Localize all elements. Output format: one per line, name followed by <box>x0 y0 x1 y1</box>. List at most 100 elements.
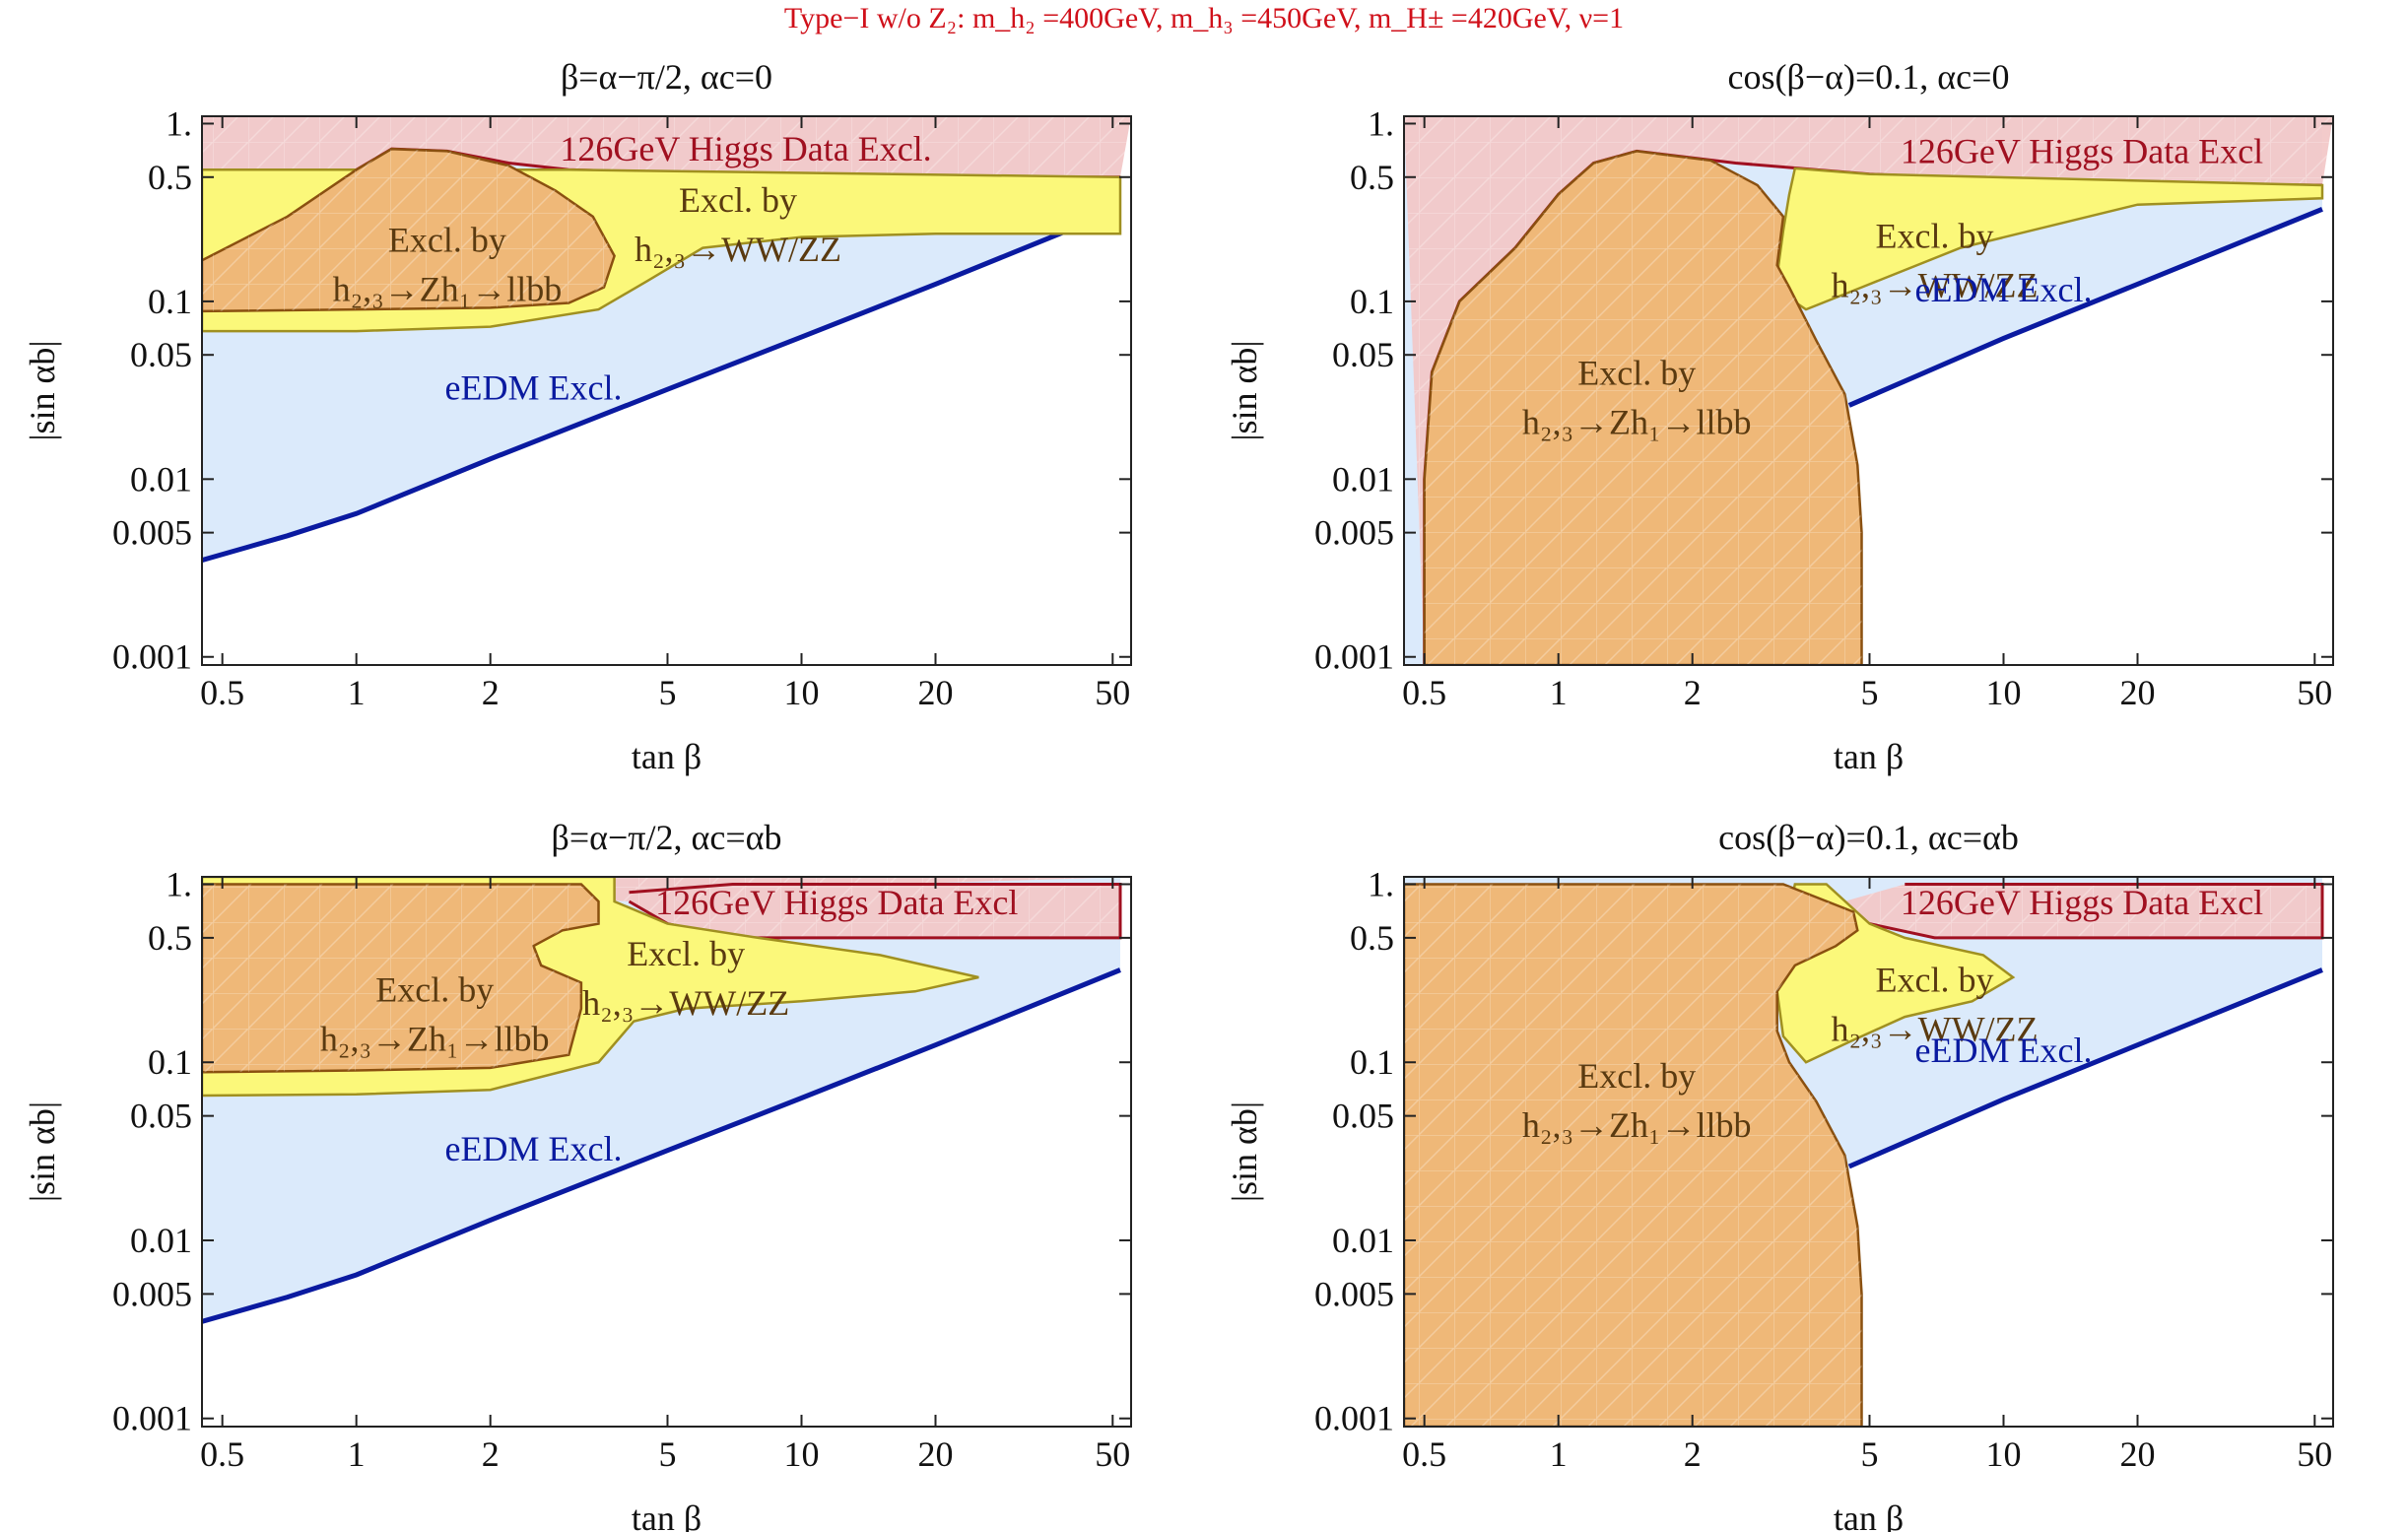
y-tick-label: 0.01 <box>130 459 192 499</box>
y-tick-label: 0.001 <box>112 1399 192 1438</box>
y-tick-label: 1. <box>166 864 192 903</box>
x-tick-label: 1 <box>348 673 366 712</box>
eedm-label: eEDM Excl. <box>1915 1031 2093 1070</box>
y-tick-label: 0.001 <box>1314 637 1394 677</box>
eedm-boundary <box>202 967 1121 1324</box>
higgs-data-label: 126GeV Higgs Data Excl <box>1901 883 2263 922</box>
panels: Excl. by h₂,₃→Zh₁→llbb Excl. by h₂,₃→WW/ZZ 1… <box>23 57 2334 1532</box>
zh-llbb-label: Excl. by h₂,₃→Zh₁→llbb <box>1522 353 1752 441</box>
zh-llbb-hatch <box>202 149 615 311</box>
x-tick-label: 0.5 <box>200 1434 244 1474</box>
higgs-data-hatch <box>202 877 1131 938</box>
y-tick-label: 0.01 <box>1332 1221 1394 1260</box>
y-tick-label: 0.005 <box>1314 513 1394 553</box>
y-tick-label: 0.005 <box>1314 1274 1394 1313</box>
x-tick-label: 20 <box>2120 673 2156 712</box>
panel-title: cos(β−α)=0.1, αc=αb <box>1718 818 2019 857</box>
y-tick-label: 0.005 <box>112 1274 192 1313</box>
x-tick-label: 10 <box>1985 673 2021 712</box>
y-tick-label: 0.05 <box>1332 1097 1394 1136</box>
x-tick-label: 10 <box>783 1434 819 1474</box>
x-axis-label: tan β <box>632 1499 702 1532</box>
x-tick-label: 1 <box>1550 673 1568 712</box>
x-tick-label: 5 <box>1860 1434 1878 1474</box>
x-axis-label: tan β <box>632 737 702 776</box>
eedm-label: eEDM Excl. <box>445 1129 623 1168</box>
y-tick-label: 0.5 <box>148 158 192 197</box>
higgs-data-label: 126GeV Higgs Data Excl <box>655 883 1018 922</box>
x-tick-label: 20 <box>918 673 954 712</box>
y-tick-label: 0.005 <box>112 513 192 553</box>
zh-llbb-label: Excl. by h₂,₃→Zh₁→llbb <box>333 221 563 309</box>
y-tick-label: 0.5 <box>148 918 192 958</box>
higgs-data-hatch <box>202 116 1131 261</box>
higgs-data-label: 126GeV Higgs Data Excl. <box>560 129 931 168</box>
x-tick-label: 0.5 <box>1402 1434 1446 1474</box>
ww-zz-label: Excl. by h₂,₃→WW/ZZ <box>635 180 841 269</box>
x-tick-label: 20 <box>2120 1434 2156 1474</box>
y-tick-label: 1. <box>1368 864 1394 903</box>
panel-2: Excl. by h₂,₃→Zh₁→llbb Excl. by h₂,₃→WW/ZZ 1… <box>1225 57 2334 776</box>
panel-1: Excl. by h₂,₃→Zh₁→llbb Excl. by h₂,₃→WW/ZZ 1… <box>23 57 1132 776</box>
zh-llbb-label: Excl. by h₂,₃→Zh₁→llbb <box>1522 1056 1752 1145</box>
x-tick-label: 0.5 <box>1402 673 1446 712</box>
higgs-data-label: 126GeV Higgs Data Excl <box>1901 131 2263 170</box>
x-tick-label: 2 <box>1684 673 1702 712</box>
eedm-label: eEDM Excl. <box>1915 270 2093 309</box>
x-tick-label: 10 <box>783 673 819 712</box>
y-tick-label: 0.01 <box>130 1221 192 1260</box>
x-tick-label: 50 <box>1095 1434 1130 1474</box>
y-tick-label: 1. <box>1368 103 1394 143</box>
higgs-data-hatch <box>1404 116 2333 665</box>
x-tick-label: 50 <box>2297 1434 2332 1474</box>
x-tick-label: 1 <box>348 1434 366 1474</box>
x-tick-label: 5 <box>1860 673 1878 712</box>
y-tick-label: 1. <box>166 103 192 143</box>
x-tick-label: 50 <box>1095 673 1130 712</box>
panel-3: Excl. by h₂,₃→Zh₁→llbb Excl. by h₂,₃→WW/ZZ 1… <box>23 818 1132 1532</box>
zh-llbb-hatch <box>1404 884 1862 1427</box>
eedm-boundary <box>1847 967 2323 1169</box>
plot-area <box>1404 116 2333 665</box>
y-tick-label: 0.05 <box>130 1097 192 1136</box>
y-axis-label: |sin αb| <box>1225 340 1264 440</box>
x-tick-label: 0.5 <box>200 673 244 712</box>
y-tick-label: 0.05 <box>1332 335 1394 374</box>
zh-llbb-hatch <box>202 884 599 1073</box>
plot-area <box>202 116 1131 564</box>
y-tick-label: 0.1 <box>148 282 192 321</box>
y-tick-label: 0.5 <box>1350 158 1394 197</box>
x-tick-label: 10 <box>1985 1434 2021 1474</box>
eedm-boundary <box>1847 206 2323 408</box>
y-tick-label: 0.1 <box>1350 282 1394 321</box>
y-tick-label: 0.01 <box>1332 459 1394 499</box>
x-tick-label: 1 <box>1550 1434 1568 1474</box>
ww-zz-label: Excl. by h₂,₃→WW/ZZ <box>1831 217 2038 305</box>
panel-4: Excl. by h₂,₃→Zh₁→llbb Excl. by h₂,₃→WW/ZZ 1… <box>1225 818 2334 1532</box>
x-axis-label: tan β <box>1834 737 1904 776</box>
y-tick-label: 0.5 <box>1350 918 1394 958</box>
x-tick-label: 2 <box>482 673 500 712</box>
higgs-data-hatch <box>1826 884 2322 938</box>
ww-zz-label: Excl. by h₂,₃→WW/ZZ <box>1831 960 2038 1048</box>
x-axis-label: tan β <box>1834 1499 1904 1532</box>
y-tick-label: 0.1 <box>148 1042 192 1082</box>
y-axis-label: |sin αb| <box>1225 1101 1264 1202</box>
panel-title: β=α−π/2, αc=0 <box>561 57 772 97</box>
y-tick-label: 0.001 <box>1314 1399 1394 1438</box>
eedm-label: eEDM Excl. <box>445 368 623 408</box>
panel-title: cos(β−α)=0.1, αc=0 <box>1728 57 2010 97</box>
y-tick-label: 0.05 <box>130 335 192 374</box>
eedm-boundary <box>202 206 1121 564</box>
x-tick-label: 5 <box>658 673 676 712</box>
x-tick-label: 50 <box>2297 673 2332 712</box>
zh-llbb-hatch <box>1424 151 1862 665</box>
y-axis-label: |sin αb| <box>23 340 62 440</box>
x-tick-label: 5 <box>658 1434 676 1474</box>
y-axis-label: |sin αb| <box>23 1101 62 1202</box>
x-tick-label: 20 <box>918 1434 954 1474</box>
plot-area <box>202 877 1131 1324</box>
ww-zz-region <box>1775 167 2324 311</box>
y-tick-label: 0.1 <box>1350 1042 1394 1082</box>
